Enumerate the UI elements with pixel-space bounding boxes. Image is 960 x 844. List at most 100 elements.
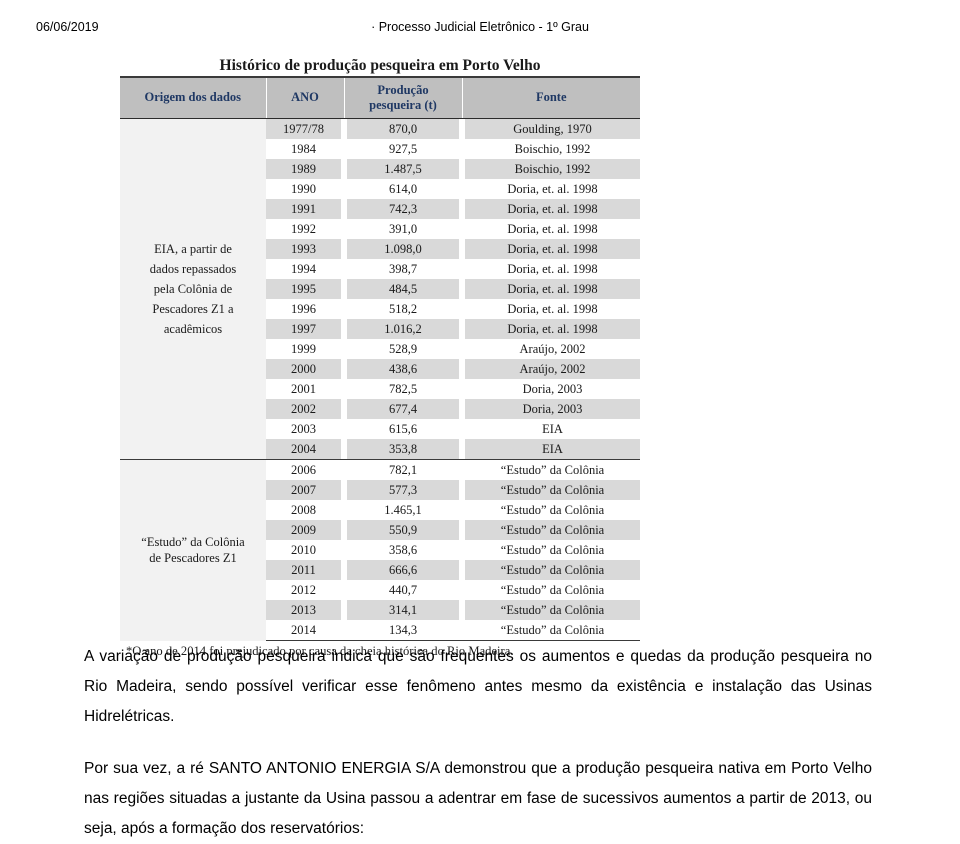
cell-fonte-value: Doria, 2003 xyxy=(465,399,640,420)
cell-fonte: Doria, et. al. 1998 xyxy=(462,299,640,319)
cell-fonte-value: Goulding, 1970 xyxy=(465,119,640,140)
cell-ano: 1995 xyxy=(266,279,344,300)
table-row: 1994 398,7 Doria, et. al. 1998 xyxy=(120,259,640,279)
cell-fonte: “Estudo” da Colônia xyxy=(462,520,640,541)
cell-ano-value: 1993 xyxy=(266,239,341,260)
origem-line: “Estudo” da Colônia xyxy=(141,535,245,550)
cell-fonte: EIA xyxy=(462,419,640,439)
paragraph-2: Por sua vez, a ré SANTO ANTONIO ENERGIA … xyxy=(84,760,872,837)
cell-producao-value: 550,9 xyxy=(347,520,459,541)
cell-fonte-value: Doria, et. al. 1998 xyxy=(507,182,598,197)
cell-fonte-value: “Estudo” da Colônia xyxy=(500,463,605,478)
cell-ano-value: 1999 xyxy=(291,342,316,357)
table-row: 1997 1.016,2 Doria, et. al. 1998 xyxy=(120,319,640,340)
cell-ano-value: 2012 xyxy=(291,583,316,598)
cell-producao-value: 742,3 xyxy=(347,199,459,220)
cell-producao: 440,7 xyxy=(344,580,462,600)
cell-fonte-value: “Estudo” da Colônia xyxy=(500,503,605,518)
cell-producao-value: 614,0 xyxy=(388,182,418,197)
cell-producao: 528,9 xyxy=(344,339,462,359)
cell-ano: 1994 xyxy=(266,259,344,279)
cell-fonte-value: “Estudo” da Colônia xyxy=(500,583,605,598)
column-header-producao-line2: pesqueira (t) xyxy=(369,97,437,112)
header-date: 06/06/2019 xyxy=(36,20,99,34)
fishery-production-figure: Histórico de produção pesqueira em Porto… xyxy=(120,57,640,659)
table-row: 2014 134,3 “Estudo” da Colônia xyxy=(120,620,640,642)
cell-ano-value: 2001 xyxy=(291,382,316,397)
origem-line: Pescadores Z1 a xyxy=(152,302,234,317)
cell-ano-value: 2006 xyxy=(291,463,316,478)
cell-ano-value: 2004 xyxy=(266,439,341,460)
cell-ano-value: 2013 xyxy=(266,600,341,621)
cell-fonte: Doria, et. al. 1998 xyxy=(462,199,640,220)
cell-producao-value: 391,0 xyxy=(388,222,418,237)
cell-producao: 614,0 xyxy=(344,179,462,199)
cell-producao-value: 528,9 xyxy=(388,342,418,357)
cell-producao: 782,1 xyxy=(344,459,462,481)
cell-fonte: “Estudo” da Colônia xyxy=(462,620,640,642)
cell-fonte-value: “Estudo” da Colônia xyxy=(465,600,640,621)
cell-ano-value: 1984 xyxy=(291,142,316,157)
cell-ano-value: 1994 xyxy=(291,262,316,277)
cell-producao: 518,2 xyxy=(344,299,462,319)
cell-ano-value: 2007 xyxy=(266,480,341,501)
cell-ano-value: 1992 xyxy=(291,222,316,237)
cell-fonte: “Estudo” da Colônia xyxy=(462,580,640,600)
cell-ano: 2002 xyxy=(266,399,344,420)
cell-producao-value: 134,3 xyxy=(388,623,418,638)
cell-fonte-value: Doria, et. al. 1998 xyxy=(465,279,640,300)
cell-ano: 1977/78 xyxy=(266,118,344,140)
cell-fonte: Araújo, 2002 xyxy=(462,359,640,380)
table-row: 2010 358,6 “Estudo” da Colônia xyxy=(120,540,640,560)
cell-producao-value: 440,7 xyxy=(388,583,418,598)
cell-producao-value: 615,6 xyxy=(388,422,418,437)
table-header-row: Origem dos dados ANO Produção pesqueira … xyxy=(120,76,640,120)
cell-ano: 1997 xyxy=(266,319,344,340)
cell-fonte: Goulding, 1970 xyxy=(462,118,640,140)
cell-fonte: “Estudo” da Colônia xyxy=(462,600,640,621)
cell-ano-value: 2000 xyxy=(266,359,341,380)
cell-ano: 2001 xyxy=(266,379,344,399)
column-header-ano: ANO xyxy=(265,76,344,120)
cell-producao: 677,4 xyxy=(344,399,462,420)
table-title: Histórico de produção pesqueira em Porto… xyxy=(219,57,541,74)
cell-fonte-value: “Estudo” da Colônia xyxy=(465,520,640,541)
cell-ano: 1991 xyxy=(266,199,344,220)
document-body: A variação de produção pesqueira indica … xyxy=(84,642,872,844)
cell-producao: 1.016,2 xyxy=(344,319,462,340)
table-row: EIA, a partir de dados repassados pela Col… xyxy=(120,118,640,460)
cell-producao: 314,1 xyxy=(344,600,462,621)
table-row: 1991 742,3 Doria, et. al. 1998 xyxy=(120,199,640,220)
cell-ano: 1984 xyxy=(266,139,344,159)
cell-fonte: “Estudo” da Colônia xyxy=(462,480,640,501)
cell-producao-value: 782,5 xyxy=(388,382,418,397)
table-row: 1992 391,0 Doria, et. al. 1998 xyxy=(120,219,640,239)
table-row: 1993 1.098,0 Doria, et. al. 1998 xyxy=(120,239,640,260)
table-row: 2013 314,1 “Estudo” da Colônia xyxy=(120,600,640,621)
cell-producao: 577,3 xyxy=(344,480,462,501)
cell-producao-value: 1.465,1 xyxy=(384,503,422,518)
cell-fonte-value: EIA xyxy=(465,439,640,460)
origem-line: dados repassados xyxy=(149,262,237,277)
table-row: 1996 518,2 Doria, et. al. 1998 xyxy=(120,299,640,319)
cell-ano: 1996 xyxy=(266,299,344,319)
cell-producao: 870,0 xyxy=(344,118,462,140)
cell-producao-value: 782,1 xyxy=(388,463,418,478)
cell-producao-value: 398,7 xyxy=(388,262,418,277)
cell-ano: 1993 xyxy=(266,239,344,260)
cell-producao: 1.487,5 xyxy=(344,159,462,180)
cell-ano-value: 2014 xyxy=(291,623,316,638)
cell-ano: 2006 xyxy=(266,459,344,481)
cell-ano: 2010 xyxy=(266,540,344,560)
cell-producao: 615,6 xyxy=(344,419,462,439)
cell-fonte: Doria, 2003 xyxy=(462,379,640,399)
cell-fonte: Doria, 2003 xyxy=(462,399,640,420)
cell-producao-value: 1.016,2 xyxy=(347,319,459,340)
cell-ano-value: 2002 xyxy=(266,399,341,420)
cell-producao-value: 1.487,5 xyxy=(347,159,459,180)
cell-producao: 742,3 xyxy=(344,199,462,220)
cell-fonte-value: Araújo, 2002 xyxy=(465,359,640,380)
cell-producao: 353,8 xyxy=(344,439,462,460)
cell-fonte-value: Araújo, 2002 xyxy=(519,342,586,357)
cell-ano: 2009 xyxy=(266,520,344,541)
